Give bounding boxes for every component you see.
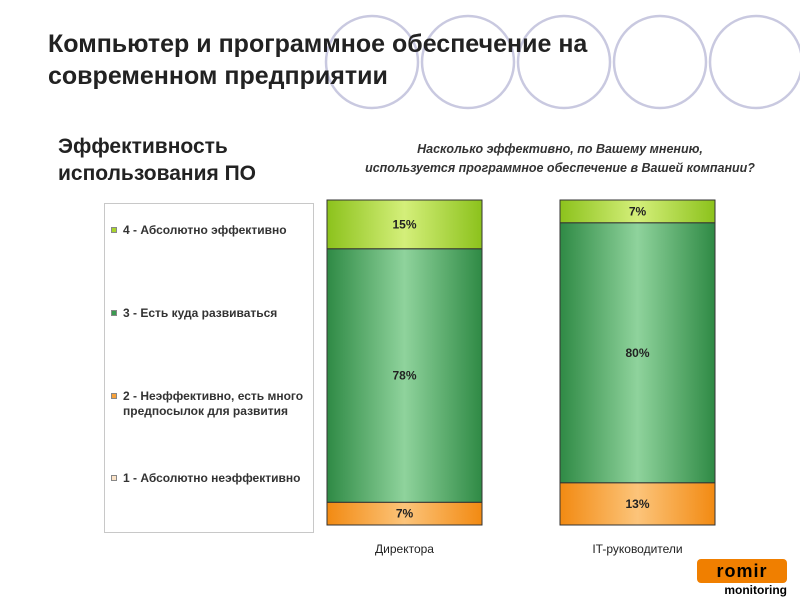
legend-swatch <box>111 227 117 233</box>
subtitle-line-2: использования ПО <box>58 162 256 185</box>
segment-room-to-grow-bar <box>559 222 716 484</box>
x-tick-label: Директора <box>375 542 434 556</box>
x-axis-ticks: Директора IT-руководители <box>375 542 683 556</box>
legend-swatch <box>111 310 117 316</box>
bars-group <box>326 199 716 526</box>
data-label: 78% <box>392 369 416 383</box>
question-line-2: используется программное обеспечение в В… <box>365 161 755 175</box>
chart-legend: 4 - Абсолютно эффективно 3 - Есть куда р… <box>104 203 314 533</box>
decorative-circles <box>324 14 800 110</box>
title-line-2: современном предприятии <box>48 62 388 90</box>
question-line-1: Насколько эффективно, по Вашему мнению, <box>417 142 703 156</box>
data-label: 7% <box>396 507 414 521</box>
romir-logo: romir monitoring <box>697 559 787 597</box>
legend-label: 1 - Абсолютно неэффективно <box>123 471 301 485</box>
data-label: 15% <box>392 217 416 231</box>
logo-brand: romir <box>697 559 787 583</box>
legend-swatch <box>111 393 117 399</box>
x-tick-label: IT-руководители <box>592 542 682 556</box>
legend-item-abs-effective: 4 - Абсолютно эффективно <box>111 223 311 238</box>
section-subtitle: Эффективность использования ПО <box>58 133 318 187</box>
legend-label: 3 - Есть куда развиваться <box>123 306 278 320</box>
segment-abs-effective-bar <box>326 199 483 250</box>
page-title: Компьютер и программное обеспечение на с… <box>48 28 688 92</box>
legend-item-abs-ineffective: 1 - Абсолютно неэффективно <box>111 471 311 486</box>
legend-label: 2 - Неэффективно, есть много предпосылок… <box>123 389 304 418</box>
segment-abs-effective-bar <box>559 199 716 224</box>
legend-item-room-to-grow: 3 - Есть куда развиваться <box>111 306 311 321</box>
logo-sub: monitoring <box>724 583 787 597</box>
subtitle-line-1: Эффективность <box>58 135 228 158</box>
data-labels-group: 7% 78% 15% 13% 80% 7% <box>392 204 649 520</box>
data-label: 13% <box>625 497 649 511</box>
data-label: 80% <box>625 346 649 360</box>
legend-label: 4 - Абсолютно эффективно <box>123 223 287 237</box>
data-label: 7% <box>629 204 647 218</box>
legend-swatch <box>111 475 117 481</box>
survey-question: Насколько эффективно, по Вашему мнению, … <box>320 140 800 178</box>
stacked-bar-chart: 7% 78% 15% 13% 80% 7% Директора IT-руководител… <box>326 199 716 556</box>
segment-room-to-grow-bar <box>326 248 483 503</box>
legend-item-ineffective: 2 - Неэффективно, есть много предпосылок… <box>111 389 311 419</box>
title-line-1: Компьютер и программное обеспечение на <box>48 30 588 58</box>
